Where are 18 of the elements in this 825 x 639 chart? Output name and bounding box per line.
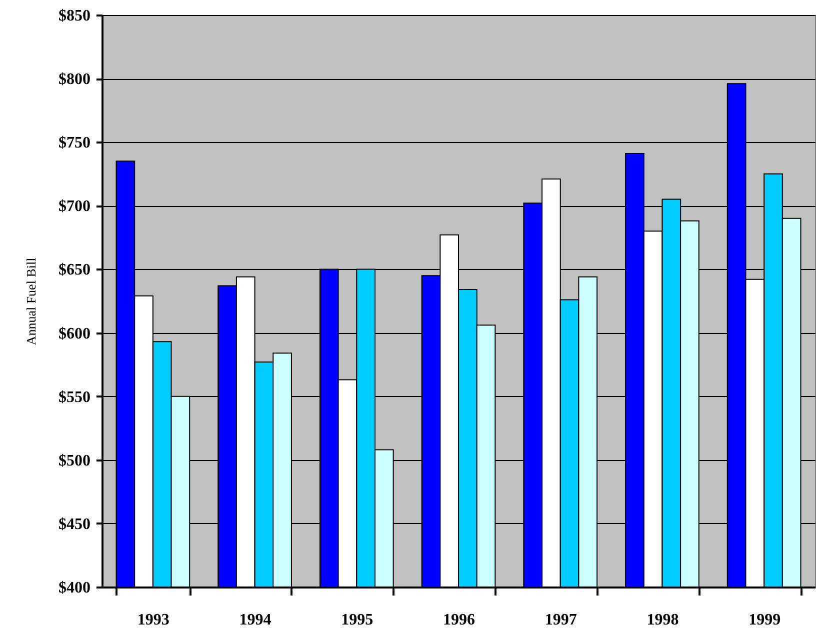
- y-tick-label: $750: [58, 134, 90, 152]
- x-tick-label: 1999: [748, 612, 781, 628]
- x-tick-label: 1996: [443, 612, 475, 628]
- x-tick-label: 1998: [646, 612, 679, 628]
- y-tick-label: $500: [58, 452, 90, 470]
- y-tick-label: $600: [58, 325, 90, 342]
- x-tick-label: 1997: [544, 612, 577, 628]
- y-axis-title: Annual Fuel Bill: [24, 257, 38, 346]
- x-tick-label: 1993: [137, 612, 170, 628]
- y-tick-label: $800: [58, 71, 90, 88]
- y-tick-label: $850: [58, 8, 90, 24]
- x-tick-label: 1994: [239, 612, 272, 628]
- y-tick-label: $550: [58, 388, 90, 406]
- y-tick-label: $450: [58, 516, 90, 533]
- y-tick-label: $650: [58, 262, 90, 279]
- y-tick-label: $400: [58, 580, 90, 596]
- y-tick-label: $700: [58, 198, 90, 216]
- x-tick-label: 1995: [341, 612, 374, 628]
